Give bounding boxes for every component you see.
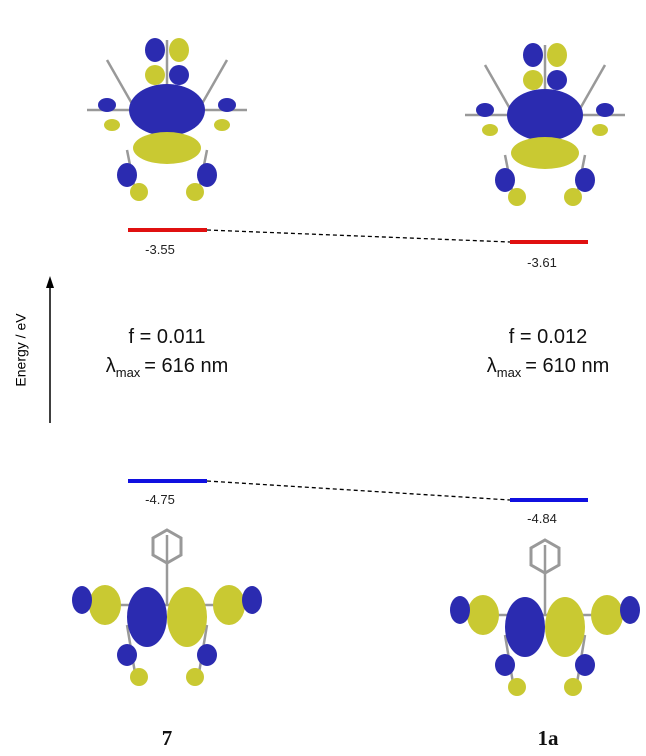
arrow-head <box>46 276 54 288</box>
compound-label: 7 <box>162 726 173 750</box>
lambda-value: = 610 nm <box>525 355 609 377</box>
orbital-diagram: -3.55 -3.61 -4.75 -4.84 Energy / eV f = … <box>0 0 646 756</box>
lambda-subscript: max <box>497 365 522 380</box>
oscillator-strength: f = 0.012 <box>509 326 587 348</box>
axis-label: Energy / eV <box>13 313 29 387</box>
oscillator-strength: f = 0.011 <box>129 326 206 348</box>
energy-label: -4.84 <box>527 511 557 526</box>
connector <box>207 481 510 500</box>
energy-label: -3.61 <box>527 255 557 270</box>
energy-label: -3.55 <box>145 242 175 257</box>
energy-label: -4.75 <box>145 492 175 507</box>
lambda-value: = 616 nm <box>144 355 228 377</box>
lambda-max: λmax= 616 nm <box>106 355 229 380</box>
connector <box>207 230 510 242</box>
lambda-subscript: max <box>116 365 141 380</box>
lumo-orbital <box>465 43 625 206</box>
lumo-orbital <box>87 38 247 201</box>
lambda-symbol: λ <box>487 355 497 377</box>
compound-label: 1a <box>538 726 560 750</box>
homo-orbital <box>72 530 262 686</box>
lambda-symbol: λ <box>106 355 116 377</box>
lambda-max: λmax= 610 nm <box>487 355 610 380</box>
homo-orbital <box>450 540 640 696</box>
